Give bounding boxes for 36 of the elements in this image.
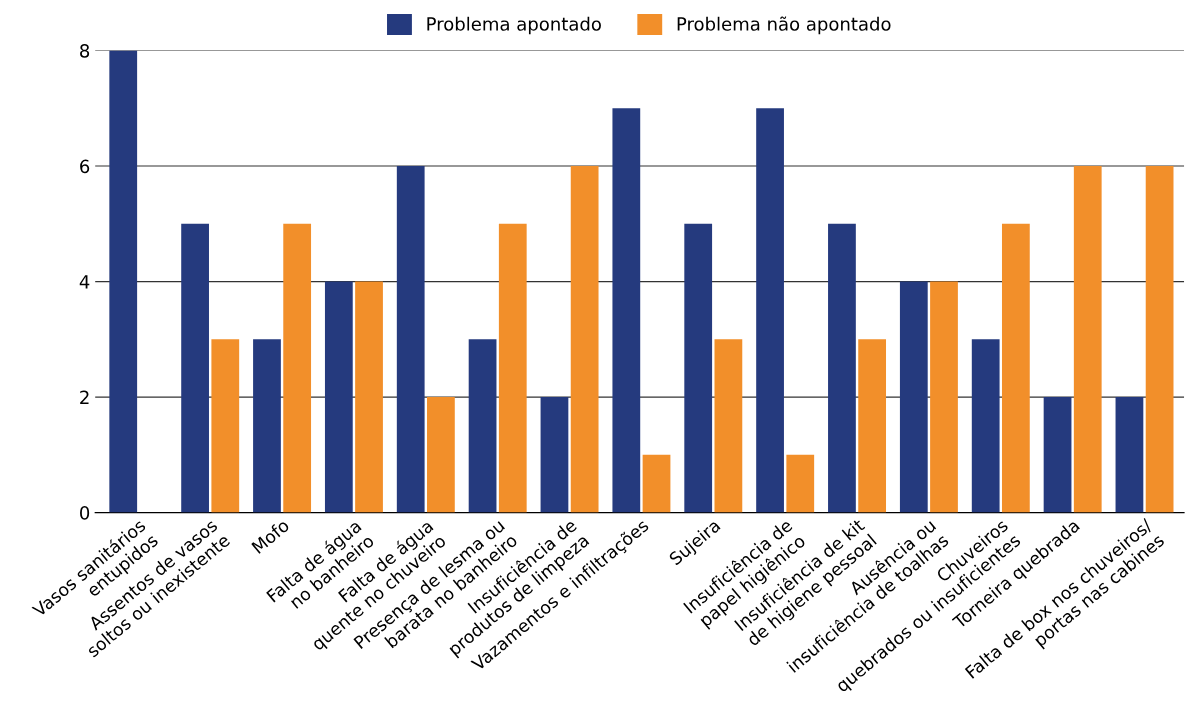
- bar: [540, 397, 569, 513]
- bar: [930, 281, 958, 513]
- bar: [283, 223, 312, 513]
- bar: [684, 223, 713, 513]
- bar: [181, 223, 209, 513]
- bar: [858, 339, 887, 513]
- bar: [1043, 397, 1072, 513]
- y-tick-label: 0: [80, 506, 90, 520]
- bar: [396, 166, 425, 513]
- bar: [786, 454, 815, 513]
- legend-label: Problema não apontado: [677, 16, 891, 35]
- bar: [1145, 166, 1174, 513]
- bar: [1001, 223, 1030, 513]
- bar: [468, 339, 497, 513]
- bar: [324, 281, 353, 513]
- bar: [427, 397, 455, 513]
- bar: [355, 281, 383, 513]
- bar: [612, 108, 641, 513]
- bar: [714, 339, 743, 513]
- bar: [756, 108, 784, 513]
- bar: [1073, 166, 1102, 513]
- bar: [498, 223, 527, 513]
- bar: [642, 454, 671, 513]
- bar: [1115, 397, 1144, 513]
- bar: [109, 50, 138, 513]
- bar: [253, 339, 281, 513]
- y-tick-label: 8: [80, 44, 90, 58]
- y-tick-label: 4: [79, 275, 90, 289]
- bar: [899, 281, 928, 513]
- y-tick-label: 2: [80, 390, 89, 404]
- legend-label: Problema apontado: [427, 16, 601, 35]
- bar: [570, 166, 599, 513]
- y-tick-label: 6: [80, 159, 90, 174]
- bar: [828, 223, 856, 513]
- bar: [211, 339, 240, 513]
- bar: [971, 339, 1000, 513]
